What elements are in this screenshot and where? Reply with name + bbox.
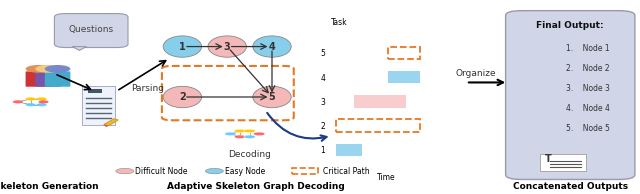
- Text: T: T: [545, 154, 552, 165]
- Polygon shape: [104, 125, 109, 127]
- Ellipse shape: [208, 36, 246, 57]
- FancyBboxPatch shape: [35, 71, 61, 87]
- Ellipse shape: [163, 36, 202, 57]
- Circle shape: [26, 97, 36, 100]
- Text: Concatenated Outputs: Concatenated Outputs: [513, 182, 628, 191]
- Text: Organize: Organize: [455, 69, 496, 78]
- FancyBboxPatch shape: [45, 71, 70, 87]
- Circle shape: [26, 103, 36, 106]
- Text: Parsing: Parsing: [131, 84, 164, 93]
- FancyBboxPatch shape: [388, 71, 420, 83]
- Text: Skeleton Generation: Skeleton Generation: [0, 182, 99, 191]
- Text: Adaptive Skeleton Graph Decoding: Adaptive Skeleton Graph Decoding: [167, 182, 345, 191]
- Text: 4: 4: [269, 42, 275, 52]
- Text: 3: 3: [224, 42, 230, 52]
- FancyBboxPatch shape: [335, 144, 362, 156]
- Polygon shape: [104, 119, 118, 126]
- Circle shape: [116, 168, 134, 174]
- Circle shape: [36, 103, 47, 106]
- Text: Time: Time: [377, 173, 396, 182]
- FancyBboxPatch shape: [354, 95, 406, 108]
- Text: Decoding: Decoding: [228, 150, 271, 159]
- Circle shape: [234, 135, 246, 139]
- Text: Questions: Questions: [69, 25, 114, 34]
- Circle shape: [45, 65, 70, 73]
- Text: 2.    Node 2: 2. Node 2: [566, 64, 609, 73]
- FancyBboxPatch shape: [82, 86, 115, 125]
- Circle shape: [13, 100, 23, 103]
- FancyBboxPatch shape: [88, 89, 102, 93]
- Circle shape: [26, 65, 51, 73]
- Text: 5.    Node 5: 5. Node 5: [566, 124, 610, 133]
- Text: Difficult Node: Difficult Node: [135, 167, 188, 176]
- Text: 3.    Node 3: 3. Node 3: [566, 84, 610, 93]
- Ellipse shape: [163, 86, 202, 108]
- Circle shape: [225, 132, 236, 136]
- Text: Task: Task: [330, 18, 347, 27]
- Circle shape: [205, 168, 223, 174]
- Circle shape: [244, 129, 255, 133]
- Circle shape: [38, 100, 49, 103]
- Circle shape: [35, 65, 61, 73]
- FancyBboxPatch shape: [506, 11, 635, 179]
- Text: 2: 2: [179, 92, 186, 102]
- Polygon shape: [72, 47, 86, 50]
- FancyBboxPatch shape: [54, 14, 128, 48]
- Circle shape: [244, 135, 255, 139]
- Text: 1.    Node 1: 1. Node 1: [566, 44, 609, 53]
- Text: Final Output:: Final Output:: [536, 21, 604, 30]
- Ellipse shape: [253, 86, 291, 108]
- FancyBboxPatch shape: [26, 71, 51, 87]
- Text: Critical Path: Critical Path: [323, 167, 369, 176]
- FancyBboxPatch shape: [540, 154, 586, 171]
- Circle shape: [234, 129, 246, 133]
- Text: 1: 1: [179, 42, 186, 52]
- Text: 5: 5: [269, 92, 275, 102]
- Circle shape: [253, 132, 265, 136]
- Text: Easy Node: Easy Node: [225, 167, 265, 176]
- Text: 4.    Node 4: 4. Node 4: [566, 104, 610, 113]
- Ellipse shape: [253, 36, 291, 57]
- Circle shape: [36, 97, 47, 100]
